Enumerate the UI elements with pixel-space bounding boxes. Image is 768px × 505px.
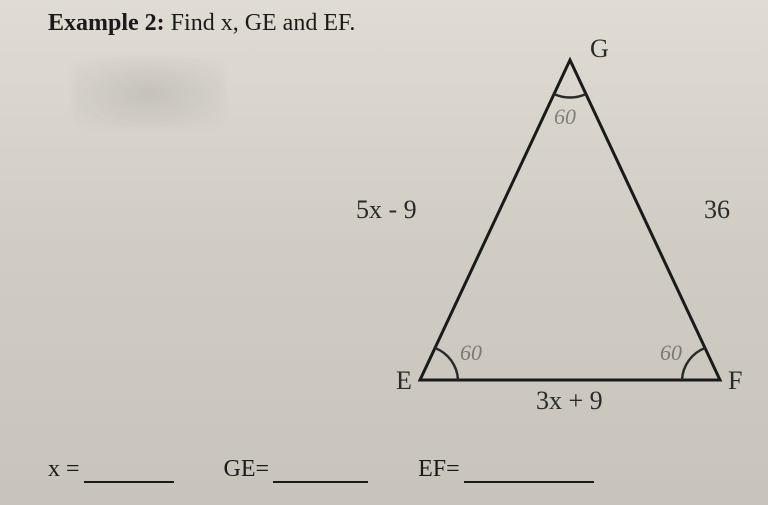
answer-ge-blank[interactable] xyxy=(273,461,368,483)
answer-ge-label: GE= xyxy=(224,456,270,483)
answer-x: x = xyxy=(48,456,174,483)
vertex-e: E xyxy=(396,366,412,396)
answer-x-blank[interactable] xyxy=(84,461,174,483)
answer-ef: EF= xyxy=(418,456,594,483)
angle-arc-g xyxy=(554,94,586,98)
answer-x-label: x = xyxy=(48,456,80,483)
angle-e-value: 60 xyxy=(460,340,482,366)
angle-arc-e xyxy=(435,348,458,380)
answer-row: x = GE= EF= xyxy=(48,449,738,483)
side-ef-label: 3x + 9 xyxy=(536,386,603,416)
angle-arc-f xyxy=(682,348,705,380)
title-prefix: Example 2: xyxy=(48,10,165,36)
angle-g-value: 60 xyxy=(554,104,576,130)
side-gf-label: 36 xyxy=(704,195,730,225)
answer-ef-blank[interactable] xyxy=(464,461,594,483)
triangle-svg xyxy=(360,40,740,420)
vertex-f: F xyxy=(728,366,742,396)
vertex-g: G xyxy=(590,34,609,64)
eraser-smudge xyxy=(74,58,224,128)
answer-ef-label: EF= xyxy=(418,456,460,483)
angle-f-value: 60 xyxy=(660,340,682,366)
example-title: Example 2: Find x, GE and EF. xyxy=(48,10,355,37)
side-ge-label: 5x - 9 xyxy=(356,195,417,225)
worksheet-page: Example 2: Find x, GE and EF. G E F 5x -… xyxy=(0,0,768,505)
answer-ge: GE= xyxy=(224,456,369,483)
title-rest: Find x, GE and EF. xyxy=(165,10,356,36)
triangle-diagram: G E F 5x - 9 36 3x + 9 60 60 60 xyxy=(360,40,740,420)
